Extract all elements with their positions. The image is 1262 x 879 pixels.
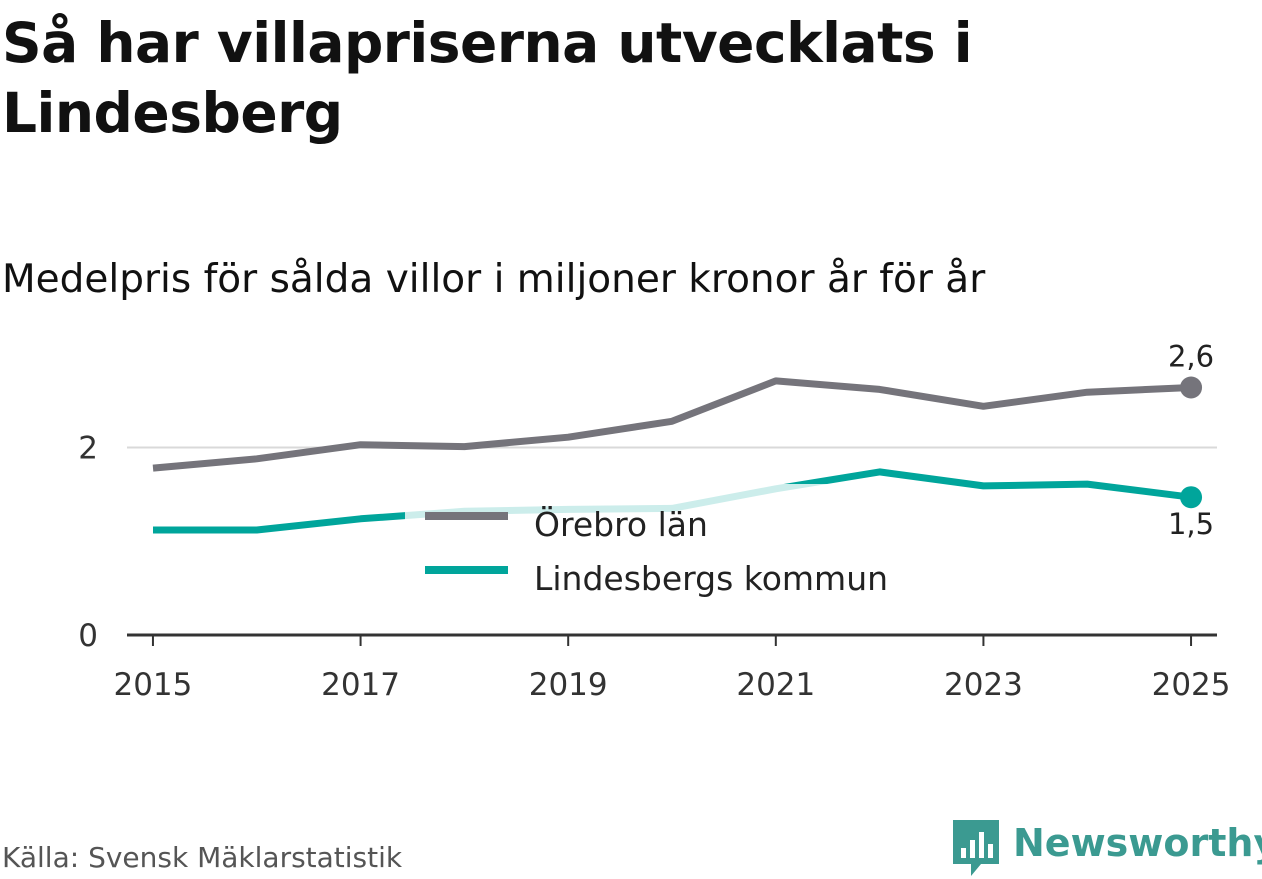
x-tick-label-2017: 2017 — [321, 667, 400, 703]
y-tick-label-0: 0 — [78, 618, 98, 654]
legend-label-lindesbergs-kommun: Lindesbergs kommun — [534, 559, 888, 598]
data-labels: 2,6 1,5 — [1168, 340, 1214, 542]
brand-name: Newsworthy — [1013, 821, 1262, 865]
brand-mark: Newsworthy — [951, 818, 1262, 878]
y-tick-label-2: 2 — [78, 431, 98, 467]
legend-backdrop — [405, 484, 932, 602]
legend: Örebro län Lindesbergs kommun — [405, 484, 932, 602]
end-point-orebro-lan — [1180, 376, 1203, 399]
legend-label-orebro-lan: Örebro län — [534, 504, 708, 544]
x-tick-label-2019: 2019 — [529, 667, 608, 703]
end-label-lindesbergs-kommun: 1,5 — [1168, 507, 1214, 541]
end-label-orebro-lan: 2,6 — [1168, 340, 1214, 374]
newsworthy-logo-icon — [953, 820, 999, 876]
source-note: Källa: Svensk Mäklarstatistik — [2, 841, 403, 874]
x-tick-label-2021: 2021 — [736, 667, 815, 703]
end-point-lindesbergs-kommun — [1180, 486, 1203, 509]
x-tick-label-2015: 2015 — [113, 667, 192, 703]
x-tick-label-2025: 2025 — [1152, 667, 1231, 703]
chart-title: Så har villapriserna utvecklats i Lindes… — [2, 11, 973, 145]
series-line-orebro-lan — [152, 377, 1192, 472]
axis-layer: 0 2 2015 2017 2019 2021 2023 2025 — [78, 431, 1230, 704]
x-tick-label-2023: 2023 — [944, 667, 1023, 703]
chart-subtitle: Medelpris för sålda villor i miljoner kr… — [2, 257, 986, 302]
